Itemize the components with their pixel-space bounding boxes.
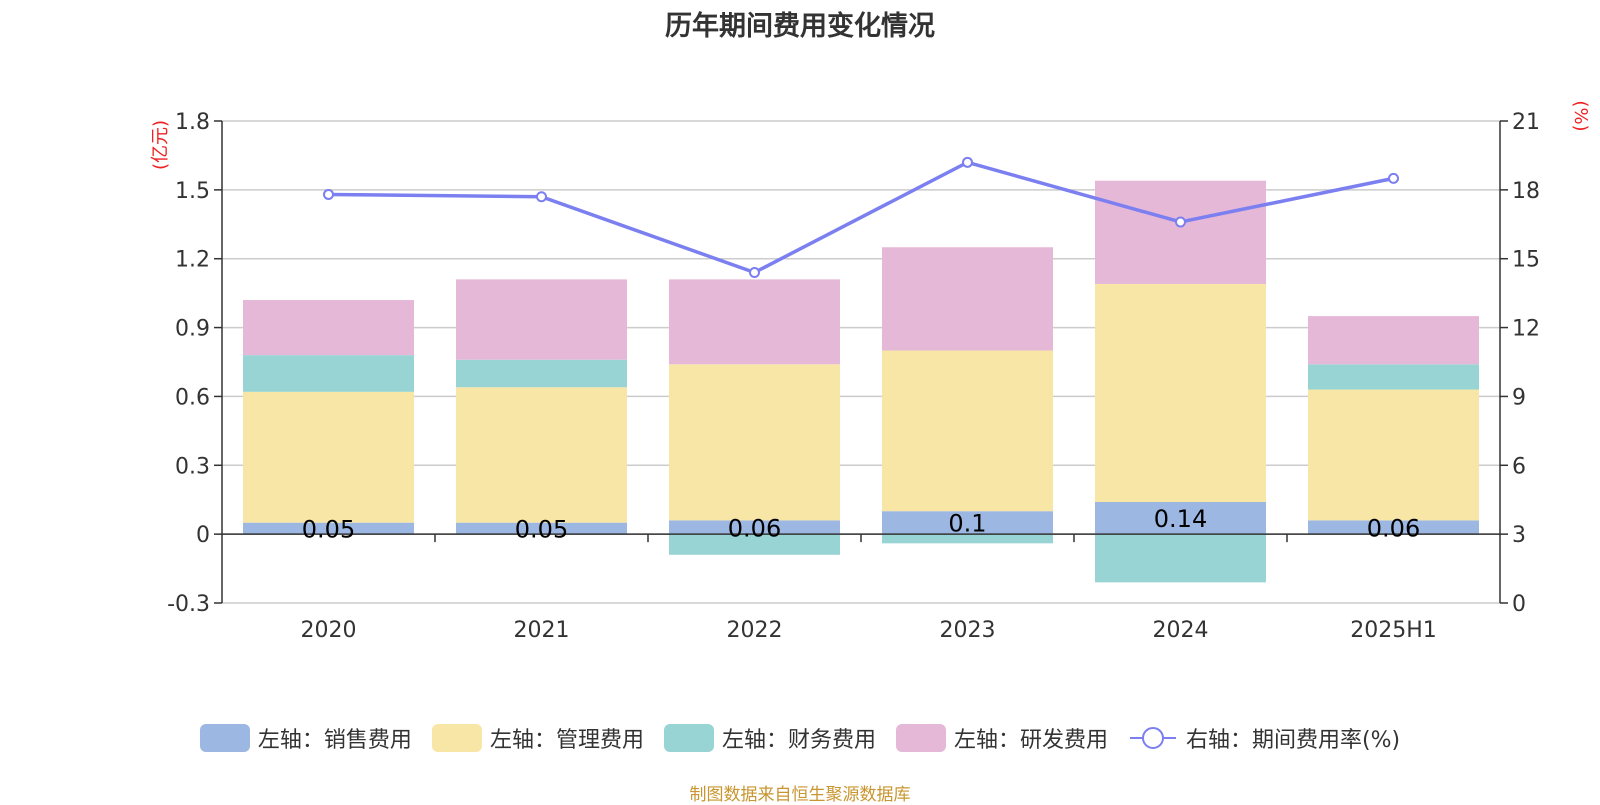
legend: 左轴：销售费用 左轴：管理费用 左轴：财务费用 左轴：研发费用 右轴：期间费用率(%)	[0, 722, 1600, 754]
right-tick-label: 18	[1512, 179, 1540, 204]
rate-point	[1175, 216, 1186, 228]
bar-rnd	[1308, 316, 1479, 365]
legend-swatch-icon	[895, 724, 946, 752]
rate-point	[536, 191, 547, 203]
right-tick-label: 21	[1512, 110, 1540, 135]
right-tick-label: 3	[1512, 523, 1526, 548]
right-axis-unit: (%)	[1570, 100, 1591, 131]
bar-finance	[243, 355, 414, 392]
sales-data-label: 0.06	[728, 514, 781, 542]
line-marker-icon	[1129, 727, 1176, 749]
right-tick-label: 6	[1512, 454, 1526, 479]
x-tick-label: 2020	[301, 618, 357, 643]
legend-label: 左轴：研发费用	[953, 728, 1108, 753]
sales-data-label: 0.05	[515, 515, 568, 543]
bar-admin	[1308, 389, 1479, 521]
rate-point	[323, 188, 334, 200]
sales-data-label: 0.05	[302, 515, 355, 543]
bar-admin	[882, 350, 1053, 512]
bar-sales	[1308, 520, 1479, 535]
bar-sales	[456, 522, 627, 535]
bar-rnd	[243, 300, 414, 356]
sales-data-label: 0.1	[948, 510, 986, 538]
bar-sales	[1095, 502, 1266, 535]
bar-admin	[243, 391, 414, 523]
legend-label: 右轴：期间费用率(%)	[1185, 728, 1401, 753]
legend-item-rnd[interactable]: 左轴：研发费用	[895, 722, 1108, 754]
right-tick-label: 9	[1512, 385, 1526, 410]
source-note: 制图数据来自恒生聚源数据库	[689, 785, 911, 805]
x-tick-label: 2022	[727, 618, 783, 643]
left-tick-label: 1.5	[175, 179, 210, 204]
rate-line-series	[323, 156, 1399, 278]
legend-item-sales[interactable]: 左轴：销售费用	[199, 722, 412, 754]
legend-swatch-icon	[663, 724, 714, 752]
rate-point	[1388, 172, 1399, 184]
right-tick-label: 12	[1512, 317, 1540, 342]
bar-finance	[1095, 534, 1266, 583]
legend-item-admin[interactable]: 左轴：管理费用	[431, 722, 644, 754]
bar-admin	[669, 364, 840, 521]
left-tick-label: 0.9	[175, 317, 210, 342]
legend-swatch-icon	[431, 724, 482, 752]
left-tick-label: 0.6	[175, 385, 210, 410]
bar-finance	[1308, 364, 1479, 390]
bar-rnd	[1095, 180, 1266, 284]
bar-sales	[243, 522, 414, 535]
legend-swatch-icon	[199, 724, 250, 752]
bar-sales	[669, 520, 840, 535]
chart-canvas: -0.3 0 0.3 0.6 0.9 1.2 1.5 1.8 0 3 6 9 12 15 18 21 2020 2…	[150, 100, 1591, 643]
left-tick-label: 1.8	[175, 110, 210, 135]
sales-data-label: 0.14	[1154, 505, 1207, 533]
left-tick-label: 0.3	[175, 454, 210, 479]
left-tick-label: 1.2	[175, 248, 210, 273]
legend-label: 左轴：销售费用	[257, 728, 412, 753]
left-axis-unit: (亿元)	[150, 120, 171, 170]
chart-title: 历年期间费用变化情况	[665, 11, 935, 42]
x-tick-label: 2023	[940, 618, 996, 643]
bar-rnd	[669, 279, 840, 365]
bar-admin	[1095, 283, 1266, 503]
legend-label: 左轴：管理费用	[489, 728, 644, 753]
left-tick-label: 0	[196, 523, 210, 548]
x-tick-label: 2021	[514, 618, 570, 643]
right-tick-label: 15	[1512, 248, 1540, 273]
legend-item-rate[interactable]: 右轴：期间费用率(%)	[1128, 722, 1400, 754]
bar-rnd	[456, 279, 627, 360]
x-tick-label: 2024	[1153, 618, 1209, 643]
left-tick-label: -0.3	[167, 592, 210, 617]
axes: -0.3 0 0.3 0.6 0.9 1.2 1.5 1.8 0 3 6 9 12 15 18 21 2020 2…	[167, 110, 1540, 643]
rate-point	[749, 266, 760, 278]
data-labels: 0.05 0.05 0.06 0.1 0.14 0.06	[302, 505, 1420, 543]
sales-data-label: 0.06	[1367, 514, 1420, 542]
bar-admin	[456, 387, 627, 523]
bar-finance	[456, 359, 627, 388]
right-tick-label: 0	[1512, 592, 1526, 617]
legend-label: 左轴：财务费用	[721, 728, 876, 753]
bar-finance	[669, 534, 840, 555]
bar-finance	[882, 534, 1053, 544]
rate-point	[962, 156, 973, 168]
bar-sales	[882, 511, 1053, 535]
x-tick-label: 2025H1	[1350, 618, 1437, 643]
legend-item-finance[interactable]: 左轴：财务费用	[663, 722, 876, 754]
rate-line	[328, 160, 1394, 275]
bar-rnd	[882, 247, 1053, 351]
bar-series	[243, 180, 1479, 583]
